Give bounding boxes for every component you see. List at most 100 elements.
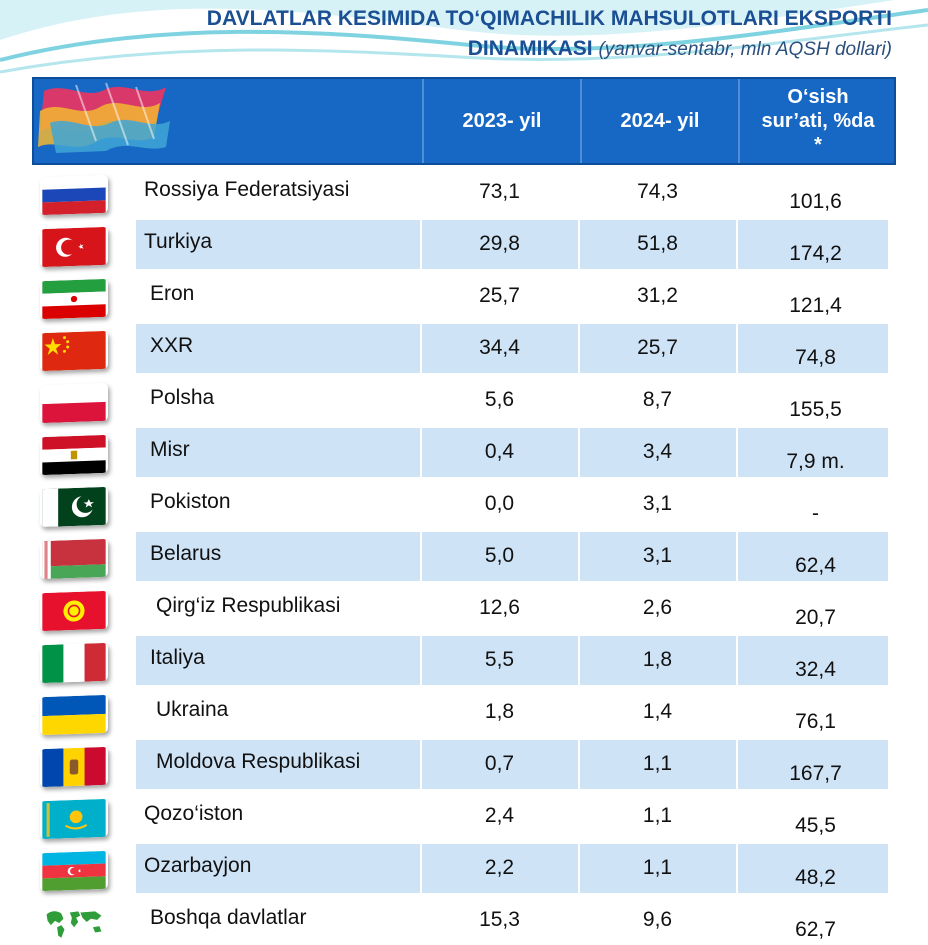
value-2024: 1,8 (642, 648, 673, 671)
column-divider (578, 740, 580, 789)
ukraine-flag (40, 694, 108, 736)
world-map-icon (40, 904, 108, 942)
country-name: XXR (150, 334, 194, 357)
value-2024: 74,3 (637, 180, 678, 203)
column-header-2023: 2023- yil (422, 79, 580, 163)
table-row: Ozarbayjon 2,2 1,1 48,2 (32, 844, 888, 893)
value-2024: 2,6 (642, 596, 673, 619)
growth-rate: 167,7 (789, 762, 842, 785)
column-divider (578, 428, 580, 477)
country-name: Pokiston (150, 490, 231, 513)
country-name: Qirg‘iz Respublikasi (156, 594, 341, 617)
column-divider (420, 272, 422, 321)
value-2023: 2,4 (484, 804, 515, 827)
column-divider (736, 792, 738, 841)
country-name: Polsha (150, 386, 215, 409)
column-divider (736, 896, 738, 945)
column-header-2024: 2024- yil (580, 79, 738, 163)
column-divider (736, 272, 738, 321)
poland-flag (40, 382, 108, 424)
column-divider (420, 584, 422, 633)
column-divider (420, 740, 422, 789)
egypt-flag (40, 434, 108, 476)
country-name: Moldova Respublikasi (156, 750, 361, 773)
column-divider (420, 324, 422, 373)
decorative-swoosh (0, 0, 928, 74)
growth-rate: 74,8 (795, 346, 836, 369)
table-row: Italiya 5,5 1,8 32,4 (32, 636, 888, 685)
table-row: Boshqa davlatlar 15,3 9,6 62,7 (32, 896, 888, 945)
value-2024: 1,4 (642, 700, 673, 723)
column-divider (736, 844, 738, 893)
growth-rate: 32,4 (795, 658, 836, 681)
column-divider (736, 428, 738, 477)
kazakhstan-flag (40, 798, 108, 840)
column-divider (420, 168, 422, 217)
table-row: Pokiston 0,0 3,1 - (32, 480, 888, 529)
column-divider (736, 480, 738, 529)
china-flag (40, 330, 108, 372)
column-divider (578, 220, 580, 269)
growth-rate: 45,5 (795, 814, 836, 837)
growth-rate: - (812, 502, 819, 525)
country-name: Eron (150, 282, 195, 305)
value-2023: 15,3 (479, 908, 520, 931)
column-divider (736, 636, 738, 685)
column-divider (578, 532, 580, 581)
value-2023: 2,2 (484, 856, 515, 879)
growth-rate: 174,2 (789, 242, 842, 265)
value-2023: 25,7 (479, 284, 520, 307)
growth-rate: 48,2 (795, 866, 836, 889)
growth-header-line-3: * (814, 134, 822, 156)
column-divider (420, 896, 422, 945)
column-divider (420, 376, 422, 425)
moldova-flag (40, 746, 108, 788)
value-2023: 34,4 (479, 336, 520, 359)
table-row: Ukraina 1,8 1,4 76,1 (32, 688, 888, 737)
growth-header-line-2: sur’ati, %da (761, 110, 875, 132)
value-2023: 5,0 (484, 544, 515, 567)
russia-flag (40, 174, 108, 216)
kyrgyzstan-flag (40, 590, 108, 632)
column-divider (736, 376, 738, 425)
table-row: Misr 0,4 3,4 7,9 m. (32, 428, 888, 477)
value-2023: 1,8 (484, 700, 515, 723)
value-2024: 1,1 (642, 752, 673, 775)
italy-flag (40, 642, 108, 684)
column-divider (420, 792, 422, 841)
column-divider (578, 584, 580, 633)
value-2024: 25,7 (637, 336, 678, 359)
column-divider (420, 844, 422, 893)
table-row: XXR 34,4 25,7 74,8 (32, 324, 888, 373)
value-2024: 3,4 (642, 440, 673, 463)
growth-rate: 76,1 (795, 710, 836, 733)
table-row: Belarus 5,0 3,1 62,4 (32, 532, 888, 581)
column-divider (736, 168, 738, 217)
table-row: Eron 25,7 31,2 121,4 (32, 272, 888, 321)
column-header-growth: O‘sish sur’ati, %da * (738, 79, 896, 163)
column-divider (578, 636, 580, 685)
table-row: Turkiya 29,8 51,8 174,2 (32, 220, 888, 269)
column-divider (420, 428, 422, 477)
country-name: Boshqa davlatlar (150, 906, 307, 929)
country-name: Italiya (150, 646, 205, 669)
column-divider (578, 844, 580, 893)
turkey-flag (40, 226, 108, 268)
growth-rate: 20,7 (795, 606, 836, 629)
textile-fabric-image (36, 81, 206, 153)
country-name: Ozarbayjon (144, 854, 252, 877)
value-2024: 3,1 (642, 544, 673, 567)
value-2024: 9,6 (642, 908, 673, 931)
growth-rate: 155,5 (789, 398, 842, 421)
column-divider (736, 532, 738, 581)
column-divider (578, 272, 580, 321)
column-divider (736, 220, 738, 269)
value-2023: 0,4 (484, 440, 515, 463)
growth-rate: 62,7 (795, 918, 836, 941)
title-line-2: DINAMIKASI (467, 37, 593, 60)
table-row: Qozo‘iston 2,4 1,1 45,5 (32, 792, 888, 841)
page-title: DAVLATLAR KESIMIDA TO‘QIMACHILIK MAHSULO… (12, 4, 892, 65)
column-divider (736, 740, 738, 789)
column-divider (578, 324, 580, 373)
value-2024: 1,1 (642, 804, 673, 827)
